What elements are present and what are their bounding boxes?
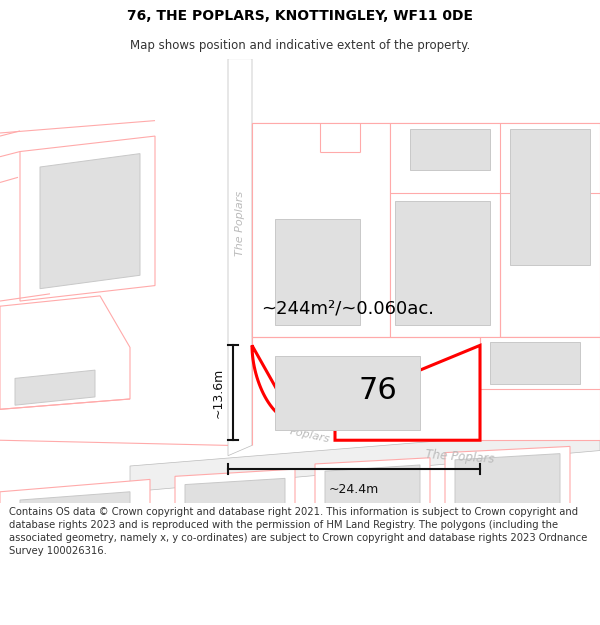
Polygon shape <box>490 342 580 384</box>
Polygon shape <box>15 370 95 405</box>
Polygon shape <box>130 428 600 492</box>
Polygon shape <box>20 136 155 301</box>
Polygon shape <box>228 59 252 456</box>
Polygon shape <box>390 122 600 337</box>
Polygon shape <box>0 479 150 574</box>
Text: 76: 76 <box>359 376 397 405</box>
Polygon shape <box>275 356 420 430</box>
Polygon shape <box>20 492 130 572</box>
Polygon shape <box>40 154 140 289</box>
Polygon shape <box>395 201 490 325</box>
Polygon shape <box>325 465 420 560</box>
Polygon shape <box>275 219 360 325</box>
Polygon shape <box>445 446 570 574</box>
Polygon shape <box>175 469 295 574</box>
Text: The Poplars: The Poplars <box>235 191 245 256</box>
Text: Contains OS data © Crown copyright and database right 2021. This information is : Contains OS data © Crown copyright and d… <box>9 507 587 556</box>
Text: Poplars: Poplars <box>289 426 331 444</box>
Polygon shape <box>252 346 480 440</box>
Text: ~24.4m: ~24.4m <box>329 482 379 496</box>
Polygon shape <box>455 454 560 549</box>
Text: Map shows position and indicative extent of the property.: Map shows position and indicative extent… <box>130 39 470 52</box>
Polygon shape <box>315 458 430 574</box>
Text: The Poplars: The Poplars <box>425 448 495 466</box>
Polygon shape <box>480 337 600 440</box>
Polygon shape <box>410 129 490 170</box>
Polygon shape <box>0 296 130 409</box>
Text: ~13.6m: ~13.6m <box>212 368 225 418</box>
Text: ~244m²/~0.060ac.: ~244m²/~0.060ac. <box>262 299 434 318</box>
Polygon shape <box>185 478 285 570</box>
Text: 76, THE POPLARS, KNOTTINGLEY, WF11 0DE: 76, THE POPLARS, KNOTTINGLEY, WF11 0DE <box>127 9 473 24</box>
Polygon shape <box>510 129 590 265</box>
Polygon shape <box>252 122 390 337</box>
